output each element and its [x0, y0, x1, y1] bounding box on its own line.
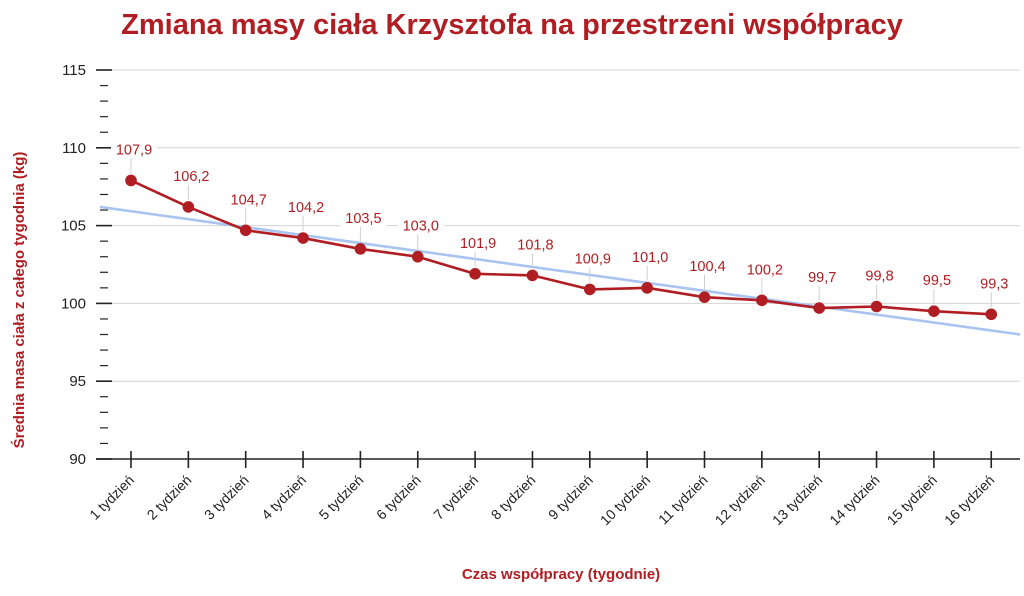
y-tick-label: 90 — [69, 451, 86, 468]
x-tick-label: 10 tydzień — [597, 472, 653, 528]
data-label-bg — [340, 207, 387, 227]
data-point — [870, 300, 883, 313]
data-label: 101,0 — [632, 250, 668, 266]
x-tick-label: 16 tydzień — [941, 472, 997, 528]
x-tick-label: 5 tydzień — [316, 472, 367, 523]
data-label-bg — [397, 215, 444, 235]
data-label: 103,5 — [345, 211, 381, 227]
data-point — [928, 305, 940, 317]
x-tick-label: 9 tydzień — [545, 472, 596, 523]
data-point — [469, 268, 481, 280]
data-label-bg — [913, 270, 960, 290]
data-point — [239, 224, 252, 237]
data-point — [411, 250, 424, 263]
data-label: 103,0 — [403, 219, 439, 235]
data-series — [125, 174, 998, 321]
data-label-bg — [569, 248, 616, 268]
data-label: 100,4 — [689, 259, 725, 275]
y-tick-label: 100 — [61, 295, 86, 312]
data-point — [125, 174, 137, 187]
data-point — [756, 294, 768, 307]
y-tick-label: 115 — [62, 62, 86, 79]
data-label-bg — [856, 265, 903, 285]
x-tick-label: 8 tydzień — [488, 472, 539, 523]
x-tick-label: 12 tydzień — [712, 472, 768, 528]
data-label-bg — [741, 259, 788, 279]
x-tick-label: 15 tydzień — [884, 472, 940, 528]
chart-title: Zmiana masy ciała Krzysztofa na przestrz… — [121, 9, 903, 41]
data-label-bg — [225, 189, 272, 209]
data-point — [641, 282, 653, 294]
x-tick-label: 3 tydzień — [201, 472, 252, 523]
data-label-bg — [684, 256, 731, 276]
data-label-bg — [799, 267, 846, 287]
gridlines — [100, 69, 1020, 382]
data-point — [182, 201, 195, 213]
data-point — [698, 291, 711, 303]
y-tick-label: 105 — [61, 218, 86, 235]
data-label: 99,3 — [980, 276, 1008, 292]
data-point — [584, 283, 596, 296]
y-tick-label: 110 — [62, 140, 86, 157]
data-label-bg — [512, 234, 559, 254]
y-tick-label: 95 — [69, 373, 86, 390]
data-label: 101,8 — [517, 237, 553, 253]
data-label: 106,2 — [173, 169, 209, 185]
data-point — [354, 243, 367, 255]
x-tick-label: 2 tydzień — [144, 472, 195, 523]
data-point — [297, 232, 309, 244]
trendline-line — [99, 205, 1021, 336]
data-label: 101,9 — [460, 236, 496, 252]
data-label: 99,8 — [865, 269, 893, 285]
data-label-bg — [283, 197, 330, 217]
data-label: 100,9 — [575, 251, 611, 267]
x-axis-title: Czas współpracy (tygodnie) — [462, 566, 660, 583]
data-label: 100,2 — [747, 262, 783, 278]
data-label: 107,9 — [116, 142, 152, 158]
x-tick-label: 13 tydzień — [769, 472, 825, 528]
data-label: 99,7 — [808, 270, 836, 286]
data-label-bg — [627, 246, 674, 266]
x-tick-label: 4 tydzień — [258, 472, 309, 523]
x-tick-label: 1 tydzień — [86, 472, 137, 523]
x-tick-label: 7 tydzień — [430, 472, 481, 523]
data-point — [985, 308, 998, 321]
data-labels: 107,9 106,2 104,7 104,2 103,5 103,0 101,9 101,8… — [111, 139, 1018, 308]
data-label-bg — [168, 165, 215, 185]
data-label: 104,7 — [231, 192, 267, 208]
y-axis-title: Średnia masa ciała z całego tygodnia (kg… — [10, 152, 28, 449]
data-label-bg — [455, 232, 502, 252]
data-label-bg — [111, 139, 157, 159]
x-tick-label: 11 tydzień — [655, 472, 711, 528]
x-tick-label: 14 tydzień — [826, 472, 882, 528]
data-label-bg — [971, 273, 1018, 293]
x-tick-label: 6 tydzień — [373, 472, 424, 523]
data-label: 104,2 — [288, 200, 324, 216]
data-point — [526, 269, 539, 282]
data-point — [813, 302, 825, 314]
series-line — [130, 179, 992, 316]
trendline — [99, 205, 1021, 336]
data-label: 99,5 — [923, 273, 951, 289]
